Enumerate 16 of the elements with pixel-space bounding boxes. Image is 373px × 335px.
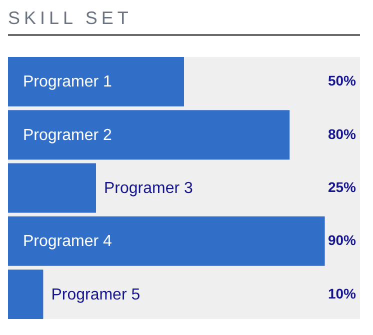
data-label: 80% xyxy=(328,126,357,142)
bar xyxy=(8,57,184,106)
bar xyxy=(8,163,96,213)
bar xyxy=(8,110,290,160)
bar xyxy=(8,216,325,266)
data-label: 10% xyxy=(328,285,357,302)
data-label: 50% xyxy=(328,72,357,89)
y-tick-label: Programer 5 xyxy=(51,286,140,304)
data-label: 90% xyxy=(328,232,357,248)
chart-title: SKILL SET xyxy=(8,8,132,29)
y-tick-label: Programer 4 xyxy=(23,233,112,250)
data-label: 25% xyxy=(328,179,357,195)
y-tick-label: Programer 2 xyxy=(23,126,112,144)
y-tick-label: Programer 3 xyxy=(104,180,194,197)
y-tick-label: Programer 1 xyxy=(23,74,112,91)
bar xyxy=(8,270,44,319)
